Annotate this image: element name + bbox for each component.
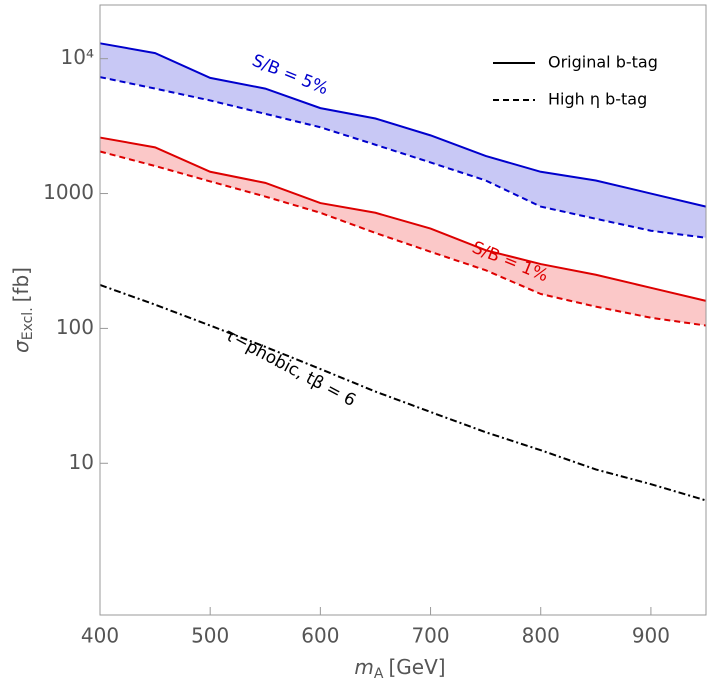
band-fill xyxy=(100,137,706,326)
legend-label: Original b-tag xyxy=(548,53,658,72)
axis-label-unit: [fb] xyxy=(9,267,33,302)
x-tick-label: 500 xyxy=(191,624,229,648)
legend-label: High η b-tag xyxy=(548,90,647,109)
band-fill xyxy=(100,43,706,238)
y-tick-label: 10⁴ xyxy=(61,45,94,69)
axis-label-sub: Excl. xyxy=(20,307,36,340)
plot-frame xyxy=(99,4,707,616)
axis-label-sub: A xyxy=(374,666,384,682)
axis-label-unit: [GeV] xyxy=(388,655,445,679)
y-tick-label: 10 xyxy=(69,450,94,474)
x-tick-label: 400 xyxy=(81,624,119,648)
series-line xyxy=(99,42,707,208)
series-line xyxy=(99,150,707,327)
axis-label: σExcl. [fb] xyxy=(9,267,37,353)
series-line xyxy=(99,284,707,502)
axis-label-main: m xyxy=(354,655,373,679)
axis-label: mA [GeV] xyxy=(354,655,445,683)
y-tick-label: 1000 xyxy=(43,180,94,204)
axis-label-main: σ xyxy=(9,339,33,353)
annotation: τ−phobic, tβ = 6 xyxy=(221,325,359,411)
series-line xyxy=(99,136,707,302)
x-tick-label: 600 xyxy=(301,624,339,648)
x-tick-label: 900 xyxy=(632,624,670,648)
x-tick-label: 800 xyxy=(522,624,560,648)
series-line xyxy=(99,76,707,239)
x-tick-label: 700 xyxy=(411,624,449,648)
y-tick-label: 100 xyxy=(56,315,94,339)
